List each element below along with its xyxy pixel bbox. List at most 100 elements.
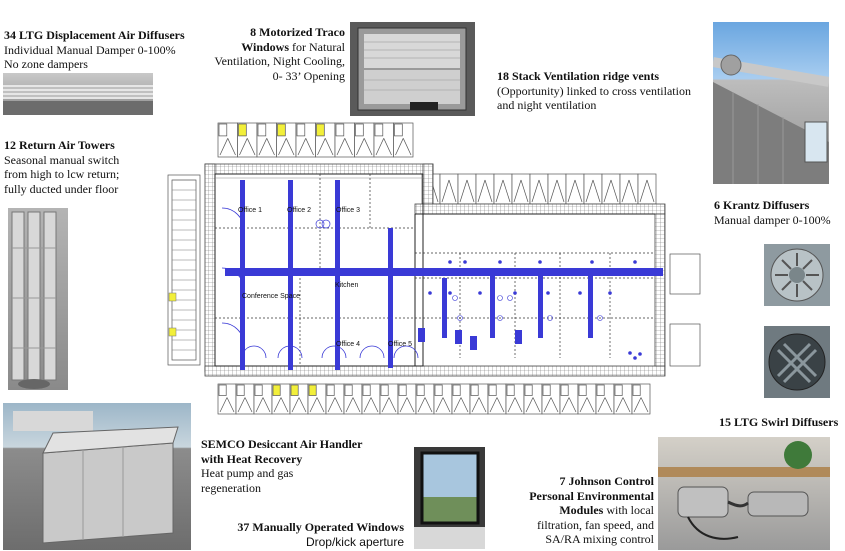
- vent-cell: [290, 384, 299, 396]
- semco-line1: Heat pump and gas: [201, 466, 294, 480]
- bay-mark: [550, 397, 559, 413]
- label-kitchen: Kitchen: [335, 282, 358, 289]
- bay-mark: [246, 138, 256, 156]
- bay-mark: [531, 179, 540, 203]
- windows37-line1: Drop/kick aperture: [305, 534, 404, 549]
- return-towers-line3: fully ducted under floor: [4, 181, 119, 196]
- windows37-title: 37 Manually Operated Windows: [237, 520, 404, 534]
- bay-mark: [514, 397, 523, 413]
- vent-cell: [380, 384, 389, 396]
- diffuser-dot: [478, 291, 482, 295]
- bay-mark: [442, 397, 451, 413]
- bay-mark: [327, 397, 336, 413]
- bay-mark: [219, 138, 229, 156]
- bay-mark: [266, 138, 275, 156]
- johnson-title2: Personal Environmental: [529, 488, 654, 503]
- bay-mark: [579, 397, 588, 413]
- label-office-3: Office 3: [336, 207, 360, 214]
- diffuser-ring: [547, 315, 553, 321]
- semco-title1: SEMCO Desiccant Air Handler: [201, 437, 363, 451]
- diffuser-dot: [448, 260, 452, 264]
- diffuser-dot: [633, 260, 637, 264]
- bay-mark: [345, 397, 354, 413]
- bay-mark: [317, 138, 326, 156]
- bay-mark: [532, 397, 541, 413]
- bay-mark: [610, 179, 619, 203]
- bay-mark: [538, 179, 547, 203]
- bay-mark: [628, 179, 637, 203]
- bottom-window-bays: [217, 383, 651, 415]
- diffuser-dot: [498, 260, 502, 264]
- ltg-displacement-line1: Individual Manual Damper 0-100%: [4, 42, 176, 57]
- stack-title: 18 Stack Ventilation ridge vents: [497, 69, 660, 83]
- diffuser-dot: [608, 291, 612, 295]
- johnson-control-module-photo: [658, 437, 830, 550]
- bay-mark: [285, 138, 295, 156]
- bay-mark: [424, 397, 433, 413]
- return-air-towers-photo: [8, 208, 68, 390]
- diffuser-dot: [463, 260, 467, 264]
- bay-mark: [305, 138, 314, 156]
- side-bay: [669, 253, 701, 295]
- return-towers-caption: 12 Return Air Towers Seasonal manual swi…: [4, 138, 119, 196]
- bay-mark: [402, 138, 412, 156]
- diffuser-dot: [546, 291, 550, 295]
- traco-body3: 0- 33’ Opening: [272, 68, 345, 83]
- krantz-diffuser-photo: [764, 244, 830, 306]
- bay-mark: [561, 397, 570, 413]
- vent-cell: [218, 123, 228, 137]
- vent-cell: [398, 384, 407, 396]
- diffuser-ring: [497, 315, 503, 321]
- vent-cell: [374, 123, 384, 137]
- diffuser-dot: [590, 260, 594, 264]
- vent-cell: [236, 384, 245, 396]
- bay-mark: [478, 397, 487, 413]
- label-office-5: Office 5: [388, 341, 412, 348]
- diffuser-dot: [538, 260, 542, 264]
- top-window-bays: [217, 122, 414, 158]
- bay-mark: [604, 397, 613, 413]
- return-towers-line1: Seasonal manual switch: [4, 152, 120, 167]
- bay-mark: [280, 397, 289, 413]
- johnson-caption: 7 Johnson Control Personal Environmental…: [500, 474, 654, 547]
- bay-mark: [324, 138, 334, 156]
- bay-mark: [556, 179, 565, 203]
- vent-cell: [362, 384, 371, 396]
- bay-mark: [489, 397, 498, 413]
- traco-body2: Ventilation, Night Cooling,: [214, 54, 345, 68]
- bay-mark: [592, 179, 601, 203]
- vent-cell: [614, 384, 623, 396]
- vent-cell: [434, 384, 443, 396]
- bay-mark: [484, 179, 493, 203]
- vent-cell: [452, 384, 461, 396]
- johnson-body1: with local: [603, 503, 654, 517]
- bay-mark: [646, 179, 655, 203]
- semco-caption: SEMCO Desiccant Air Handler with Heat Re…: [201, 437, 362, 495]
- bay-mark: [334, 397, 343, 413]
- bay-mark: [453, 397, 462, 413]
- bay-mark: [298, 397, 307, 413]
- diffuser-dot: [513, 291, 517, 295]
- diffuser-dots: [428, 260, 642, 360]
- return-towers-line2: from high to lcw return;: [4, 167, 120, 181]
- bay-mark: [291, 397, 300, 413]
- vent-cell: [488, 384, 497, 396]
- bay-mark: [459, 179, 468, 203]
- diffuser-ring: [457, 315, 463, 321]
- bay-mark: [316, 397, 325, 413]
- stack-caption: 18 Stack Ventilation ridge vents (Opport…: [497, 69, 691, 113]
- vent-cell: [277, 123, 286, 137]
- johnson-line2: filtration, fan speed, and: [537, 517, 654, 532]
- bay-mark: [586, 397, 595, 413]
- bay-mark: [219, 397, 228, 413]
- vent-cell: [344, 384, 353, 396]
- diffuser-dot: [638, 352, 642, 356]
- bay-mark: [336, 138, 346, 156]
- bay-mark: [227, 138, 236, 156]
- vent-cell: [335, 123, 345, 137]
- vent-cell: [355, 123, 364, 137]
- bay-mark: [639, 179, 648, 203]
- ltg-displacement-caption: 34 LTG Displacement Air Diffusers Indivi…: [4, 28, 185, 72]
- bay-mark: [585, 179, 594, 203]
- dashed-partitions: [215, 174, 655, 366]
